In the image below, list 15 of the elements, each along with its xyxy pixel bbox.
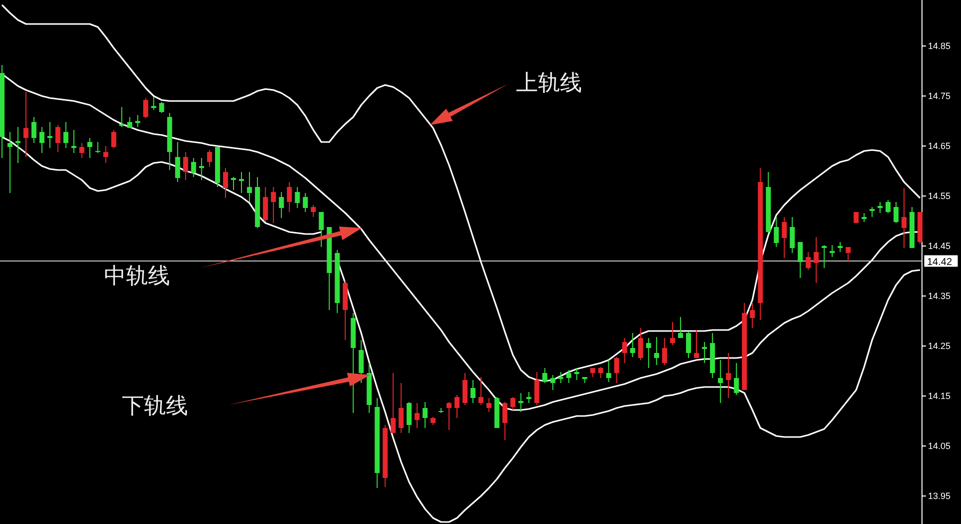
ref-label: 14.42 [924, 254, 958, 268]
y-tick-label: 14.85 [928, 41, 951, 51]
y-tick-label: 14.75 [928, 91, 951, 101]
ref-line-label: 14.42 [927, 257, 952, 268]
y-tick-label: 14.35 [928, 291, 951, 301]
annotation: 中轨线 [104, 263, 170, 288]
y-tick-label: 14.55 [928, 191, 951, 201]
y-tick-label: 14.15 [928, 391, 951, 401]
annotation: 上轨线 [516, 70, 582, 95]
y-tick-label: 14.65 [928, 141, 951, 151]
annotation: 下轨线 [122, 393, 188, 418]
y-tick-label: 14.05 [928, 441, 951, 451]
y-tick-label: 14.25 [928, 341, 951, 351]
y-tick-label: 13.95 [928, 491, 951, 501]
y-tick-label: 14.45 [928, 241, 951, 251]
